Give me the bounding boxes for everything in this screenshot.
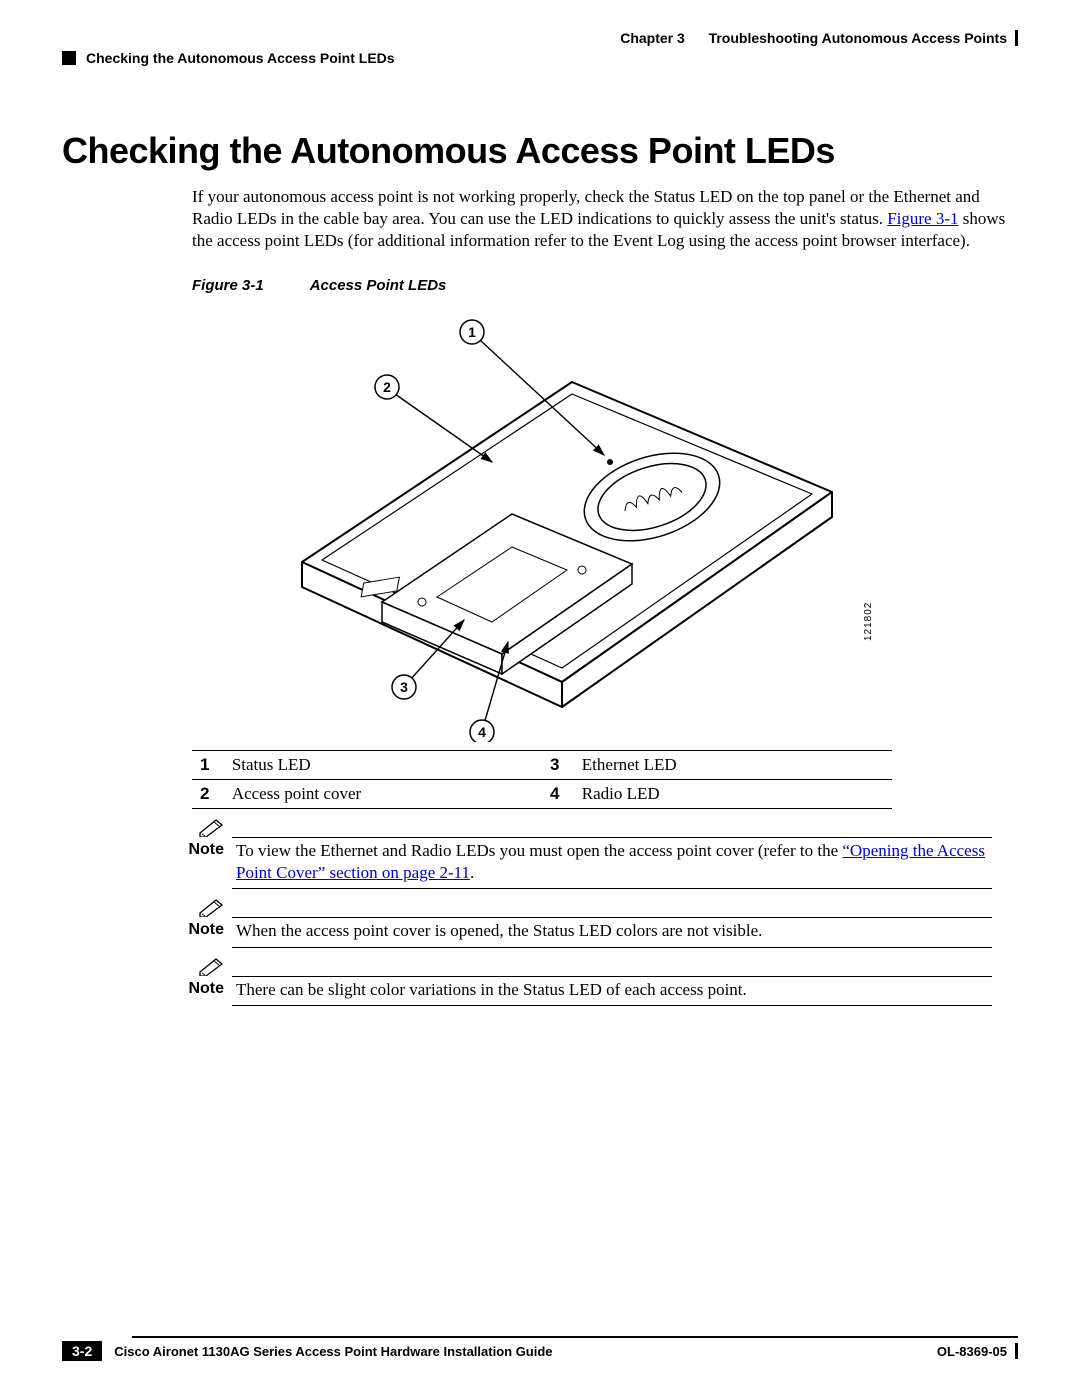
cell-num: 3 [542, 751, 574, 780]
footer-guide-title: Cisco Aironet 1130AG Series Access Point… [102, 1344, 937, 1359]
header-rule-icon [1015, 30, 1018, 46]
figure-code: 121802 [863, 602, 874, 641]
chapter-label: Chapter 3 [620, 30, 685, 46]
cell-num: 1 [192, 751, 224, 780]
page-number: 3-2 [62, 1341, 102, 1361]
intro-paragraph: If your autonomous access point is not w… [192, 186, 1018, 251]
note-block: Note To view the Ethernet and Radio LEDs… [62, 817, 1018, 889]
note-block: Note There can be slight color variation… [62, 956, 1018, 1006]
note-pencil-icon [198, 897, 226, 917]
note-label: Note [170, 840, 224, 859]
intro-text-before: If your autonomous access point is not w… [192, 187, 980, 228]
callout-table: 1 Status LED 3 Ethernet LED 2 Access poi… [192, 750, 892, 809]
footer-doc-id: OL-8369-05 [937, 1344, 1007, 1359]
chapter-title: Troubleshooting Autonomous Access Points [709, 30, 1007, 46]
cell-num: 4 [542, 780, 574, 809]
callout-1: 1 [468, 324, 476, 340]
table-row: 1 Status LED 3 Ethernet LED [192, 751, 892, 780]
note-rule [232, 947, 992, 948]
note-label: Note [170, 920, 224, 939]
note-label: Note [170, 979, 224, 998]
callout-2: 2 [383, 379, 391, 395]
cell-label: Status LED [224, 751, 542, 780]
page-footer: 3-2 Cisco Aironet 1130AG Series Access P… [62, 1336, 1018, 1361]
cell-label: Radio LED [574, 780, 892, 809]
callout-4: 4 [478, 724, 486, 740]
figure-ref-link[interactable]: Figure 3-1 [887, 209, 958, 228]
cell-label: Ethernet LED [574, 751, 892, 780]
figure-title: Access Point LEDs [310, 277, 447, 294]
callout-3: 3 [400, 679, 408, 695]
section-running-title: Checking the Autonomous Access Point LED… [86, 50, 395, 66]
cell-label: Access point cover [224, 780, 542, 809]
note-rule [232, 976, 992, 977]
note1-after: . [470, 863, 474, 882]
note-pencil-icon [198, 956, 226, 976]
note1-before: To view the Ethernet and Radio LEDs you … [236, 841, 842, 860]
table-row: 2 Access point cover 4 Radio LED [192, 780, 892, 809]
figure-caption: Figure 3-1 Access Point LEDs [192, 277, 1018, 294]
note-block: Note When the access point cover is open… [62, 897, 1018, 947]
figure-label: Figure 3-1 [192, 277, 264, 294]
note-pencil-icon [198, 817, 226, 837]
figure-illustration: 1 2 3 4 121802 [212, 302, 862, 742]
header-square-icon [62, 51, 76, 65]
footer-rule [132, 1336, 1018, 1338]
note-text: To view the Ethernet and Radio LEDs you … [236, 840, 1018, 884]
page: Chapter 3 Troubleshooting Autonomous Acc… [0, 0, 1080, 1397]
note-rule [232, 837, 992, 838]
footer-rule-icon [1015, 1343, 1018, 1359]
note-text: When the access point cover is opened, t… [236, 920, 1018, 942]
running-header: Chapter 3 Troubleshooting Autonomous Acc… [62, 30, 1018, 46]
note-text: There can be slight color variations in … [236, 979, 1018, 1001]
note-rule [232, 1005, 992, 1006]
note-rule [232, 888, 992, 889]
page-title: Checking the Autonomous Access Point LED… [62, 130, 1018, 172]
cell-num: 2 [192, 780, 224, 809]
note-rule [232, 917, 992, 918]
